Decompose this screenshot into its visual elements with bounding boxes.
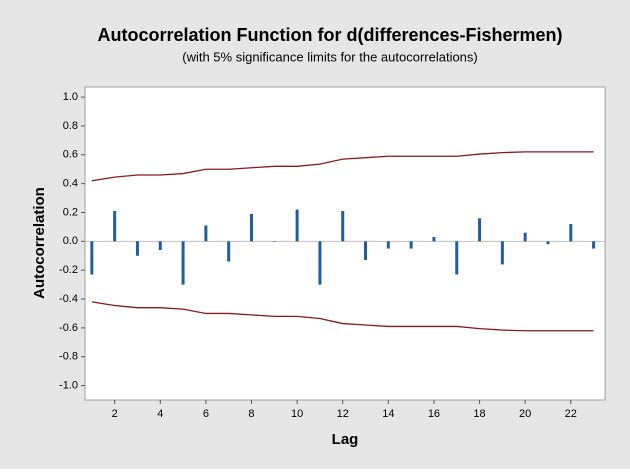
x-tick-label: 20 [519,408,531,420]
acf-bar [432,237,436,242]
acf-bar [409,241,413,249]
acf-bar [204,225,208,242]
acf-bar [455,241,459,275]
x-tick-label: 2 [112,408,118,420]
acf-bar [272,241,276,242]
y-tick-label: -0.6 [59,322,78,334]
acf-bar [90,241,94,275]
x-tick-label: 4 [157,408,163,420]
y-axis-label: Autocorrelation [31,187,48,299]
y-tick-label: 0.4 [63,178,78,190]
x-tick-label: 6 [203,408,209,420]
acf-bar [364,241,368,261]
chart-title: Autocorrelation Function for d(differenc… [97,25,562,45]
acf-bar [181,241,185,285]
y-tick-label: -0.8 [59,351,78,363]
acf-bar [227,241,231,262]
acf-bar [318,241,322,285]
acf-bar [295,209,299,242]
acf-bar [341,211,345,242]
y-tick-label: -0.2 [59,264,78,276]
x-tick-label: 14 [382,408,394,420]
acf-bar [113,211,117,242]
x-tick-label: 8 [248,408,254,420]
y-tick-label: 1.0 [63,91,78,103]
y-tick-label: 0.0 [63,235,78,247]
acf-bar [249,213,253,242]
y-tick-label: 0.6 [63,149,78,161]
x-axis-label: Lag [332,431,359,448]
x-tick-label: 22 [565,408,577,420]
acf-bar [546,241,550,245]
chart-subtitle: (with 5% significance limits for the aut… [182,49,478,64]
acf-bar [386,241,390,249]
acf-bar [569,224,573,242]
lower-significance-limit [91,301,594,332]
x-tick-label: 10 [291,408,303,420]
acf-bar [135,241,139,256]
y-tick-label: 0.8 [63,120,78,132]
x-tick-label: 12 [337,408,349,420]
x-tick-label: 16 [428,408,440,420]
acf-bar [500,241,504,265]
acf-bar [158,241,162,250]
plot-area [84,86,606,401]
y-tick-label: -0.4 [59,293,78,305]
acf-bar [478,218,482,242]
y-tick-label: 0.2 [63,206,78,218]
acf-bar [523,232,527,242]
y-tick-label: -1.0 [59,379,78,391]
acf-bar [592,241,596,249]
upper-significance-limit [91,151,594,182]
x-tick-label: 18 [473,408,485,420]
